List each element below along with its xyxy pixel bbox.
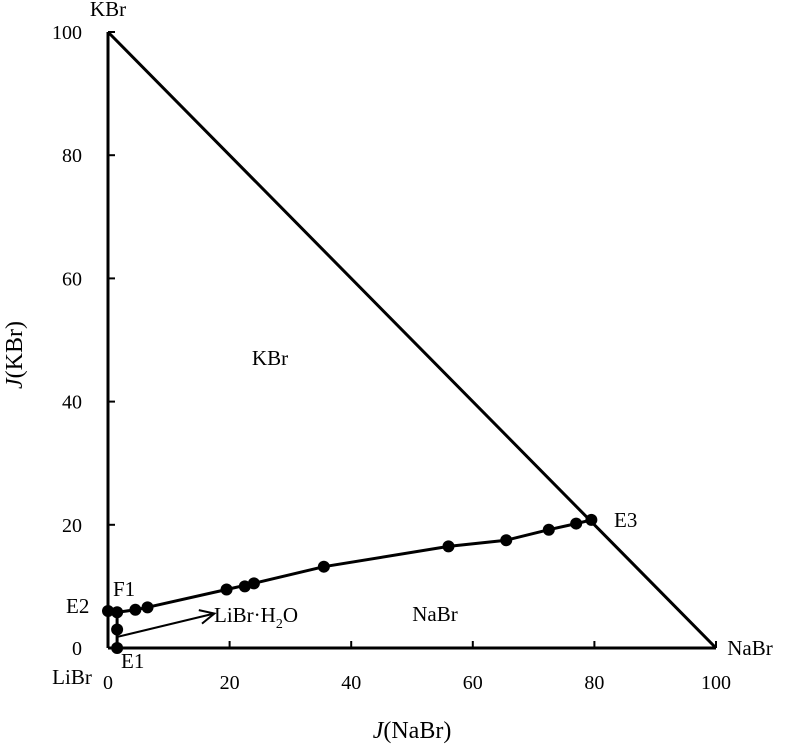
x-tick-label: 80 <box>584 672 604 694</box>
data-points <box>102 513 598 654</box>
y-tick-label: 100 <box>52 22 82 44</box>
y-tick-label: 20 <box>62 515 82 537</box>
phase-boundary-curves <box>107 518 592 648</box>
x-axis-ticks: 0 20 40 60 80 100 <box>103 641 731 694</box>
point-e2 <box>102 605 114 618</box>
data-point <box>129 603 142 616</box>
data-point <box>442 540 455 553</box>
data-point <box>238 580 251 593</box>
point-label-f1: F1 <box>113 577 135 601</box>
hypotenuse-line <box>106 30 718 650</box>
data-point <box>317 560 330 573</box>
data-point <box>570 517 583 530</box>
point-e3 <box>585 513 598 526</box>
data-point <box>141 601 154 614</box>
data-point <box>111 623 124 636</box>
y-tick-label: 0 <box>72 638 82 660</box>
y-axis-title: J(KBr) <box>2 321 28 389</box>
data-point <box>247 577 260 590</box>
x-tick-label: 20 <box>220 672 240 694</box>
point-label-e1: E1 <box>121 649 144 673</box>
arrow-line <box>116 612 215 638</box>
vertex-label-right: NaBr <box>727 636 773 660</box>
point-label-e2: E2 <box>66 594 89 618</box>
x-tick-label: 100 <box>701 672 731 694</box>
data-point <box>500 534 513 547</box>
vertex-label-origin: LiBr <box>52 665 92 689</box>
arrow-head <box>198 609 217 625</box>
x-tick-label: 60 <box>463 672 483 694</box>
data-point <box>542 523 555 536</box>
libr-hydrate-label: LiBr·H2O <box>214 603 298 632</box>
curve-boundary <box>107 518 592 614</box>
region-label-nabr: NaBr <box>412 602 458 626</box>
region-label-kbr: KBr <box>252 346 288 370</box>
data-point <box>220 583 233 596</box>
point-f1 <box>111 606 124 619</box>
y-tick-label: 80 <box>62 145 82 167</box>
plot-frame <box>106 30 718 650</box>
x-tick-label: 40 <box>341 672 361 694</box>
x-tick-label: 0 <box>103 672 113 694</box>
vertex-label-top: KBr <box>90 0 126 21</box>
point-label-e3: E3 <box>614 508 637 532</box>
y-tick-label: 60 <box>62 268 82 290</box>
x-axis-title: J(NaBr) <box>373 718 452 744</box>
y-tick-label: 40 <box>62 392 82 414</box>
y-axis-ticks: 0 20 40 60 80 100 <box>52 22 115 660</box>
point-e1 <box>111 642 124 654</box>
